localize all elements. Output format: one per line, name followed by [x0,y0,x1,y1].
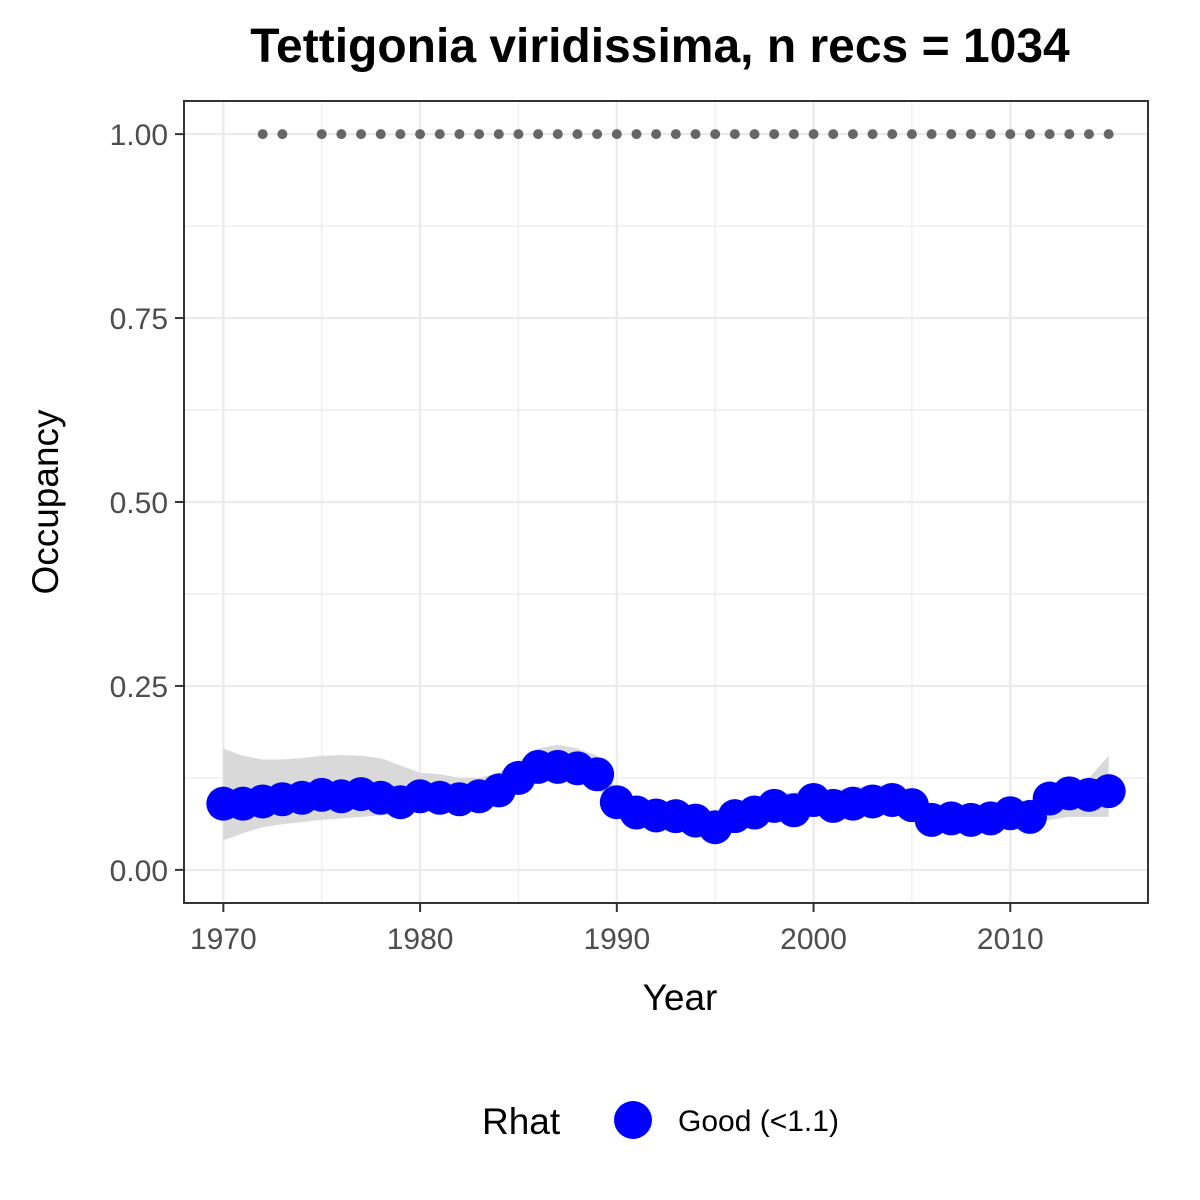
record-dot [277,129,288,140]
record-dot [1005,129,1016,140]
record-dot [1024,129,1035,140]
record-dot [552,129,563,140]
record-dot [631,129,642,140]
y-tick-label: 0.00 [110,855,168,888]
record-dot [356,129,367,140]
record-dot [670,129,681,140]
record-dot [395,129,406,140]
record-year-dots [257,129,1114,140]
record-dot [710,129,721,140]
record-dot [651,129,662,140]
chart-title: Tettigonia viridissima, n recs = 1034 [250,20,1070,73]
y-tick-label: 0.25 [110,671,168,704]
legend-label-good: Good (<1.1) [678,1105,839,1138]
record-dot [985,129,996,140]
record-dot [513,129,524,140]
x-tick-label: 1980 [387,923,454,956]
record-dot [926,129,937,140]
major-gridlines [184,101,1148,903]
y-axis: 0.00 0.25 0.50 0.75 1.00 [110,119,184,888]
y-tick-label: 0.50 [110,487,168,520]
record-dot [572,129,583,140]
record-dot [474,129,485,140]
record-dot [592,129,603,140]
x-tick-label: 1990 [583,923,650,956]
occupancy-point [1091,774,1126,809]
record-dot [946,129,957,140]
legend-title: Rhat [482,1101,561,1142]
record-dot [867,129,878,140]
record-dot [788,129,799,140]
record-dot [769,129,780,140]
legend: Rhat Good (<1.1) [482,1101,839,1142]
record-dot [415,129,426,140]
record-dot [690,129,701,140]
x-tick-label: 2000 [780,923,847,956]
record-dot [454,129,465,140]
y-tick-label: 0.75 [110,303,168,336]
record-dot [493,129,504,140]
record-dot [1083,129,1094,140]
x-axis: 1970 1980 1990 2000 2010 [190,903,1044,956]
record-dot [808,129,819,140]
record-dot [887,129,898,140]
record-dot [257,129,268,140]
record-dot [336,129,347,140]
y-tick-label: 1.00 [110,119,168,152]
record-dot [1044,129,1055,140]
record-dot [1064,129,1075,140]
y-axis-title: Occupancy [25,409,66,595]
record-dot [828,129,839,140]
x-axis-title: Year [643,977,718,1018]
record-dot [729,129,740,140]
legend-key-good [614,1101,652,1139]
record-dot [749,129,760,140]
occupancy-series [206,749,1126,845]
x-tick-label: 1970 [190,923,257,956]
record-dot [375,129,386,140]
occupancy-point [580,757,615,792]
record-dot [434,129,445,140]
record-dot [611,129,622,140]
record-dot [906,129,917,140]
record-dot [533,129,544,140]
record-dot [316,129,327,140]
x-tick-label: 2010 [977,923,1044,956]
record-dot [965,129,976,140]
record-dot [1103,129,1114,140]
record-dot [847,129,858,140]
